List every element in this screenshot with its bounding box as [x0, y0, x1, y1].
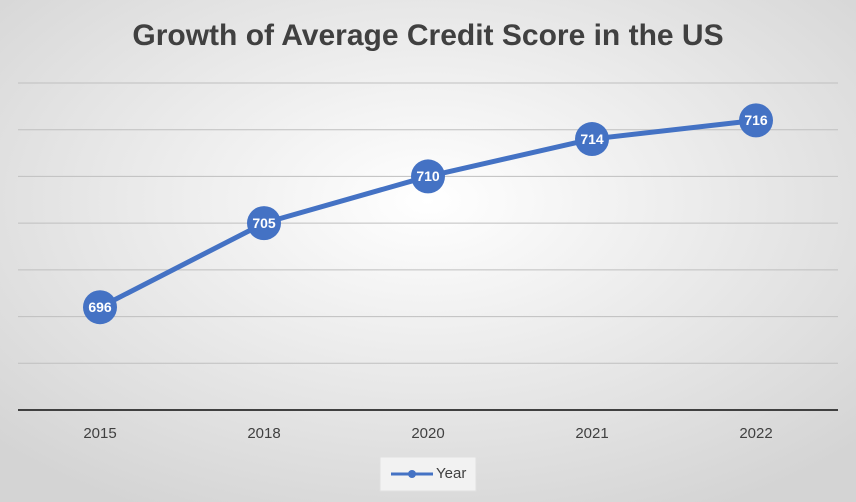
data-label: 710 — [416, 168, 440, 184]
chart-title: Growth of Average Credit Score in the US — [132, 19, 723, 52]
data-label: 716 — [744, 112, 768, 128]
legend: Year — [379, 456, 477, 492]
data-label: 696 — [88, 299, 112, 315]
legend-marker — [408, 470, 416, 478]
data-label: 705 — [252, 215, 276, 231]
data-point — [247, 206, 281, 241]
data-point — [575, 122, 609, 157]
x-tick-label: 2015 — [83, 425, 116, 442]
data-point — [83, 290, 117, 325]
x-tick-label: 2020 — [411, 425, 444, 442]
x-tick-label: 2021 — [575, 425, 608, 442]
data-point — [739, 103, 773, 138]
data-label: 714 — [580, 131, 604, 147]
x-tick-label: 2022 — [739, 425, 772, 442]
legend-label: Year — [436, 465, 466, 482]
data-point — [411, 159, 445, 194]
x-tick-label: 2018 — [247, 425, 280, 442]
